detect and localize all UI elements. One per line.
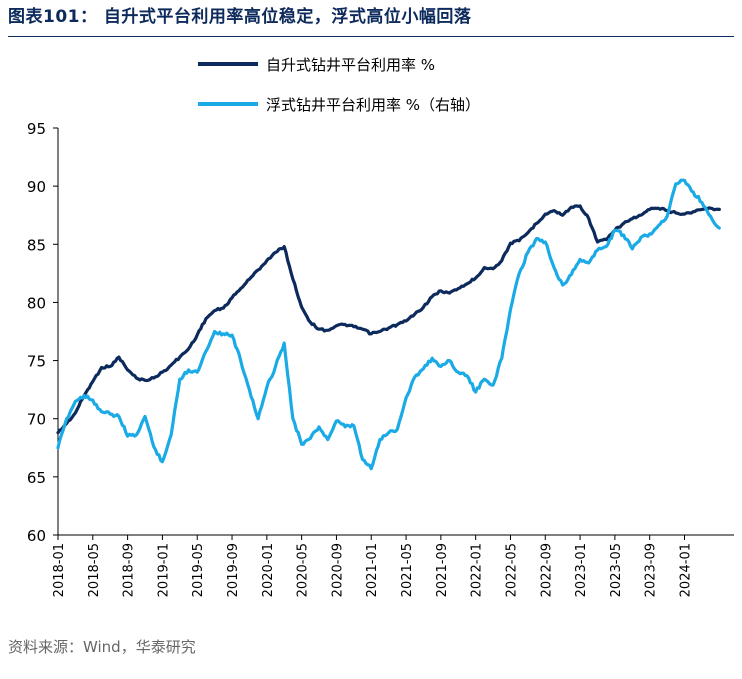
x-tick-label: 2023-01	[574, 543, 589, 597]
title-divider	[8, 36, 734, 37]
line-chart: 60 65 70 75 80 85 90 95 2018-01 2018-05 2018-09 201…	[27, 56, 734, 597]
x-tick-label: 2021-09	[435, 543, 450, 597]
x-tick-label: 2019-09	[226, 543, 241, 597]
x-tick-label: 2020-05	[296, 543, 311, 597]
x-tick-label: 2021-05	[400, 543, 415, 597]
y-tick-label: 70	[27, 411, 46, 429]
series-line-2	[56, 178, 721, 471]
series-line-1	[56, 204, 721, 435]
figure-title: 图表101： 自升式平台利用率高位稳定，浮式高位小幅回落	[8, 7, 472, 27]
x-tick-label: 2018-09	[122, 543, 137, 597]
x-tick-label: 2019-05	[191, 543, 206, 597]
x-tick-label: 2019-01	[156, 543, 171, 597]
x-tick-label: 2022-09	[539, 543, 554, 597]
x-tick-label: 2020-01	[261, 543, 276, 597]
x-tick-label: 2022-05	[504, 543, 519, 597]
x-tick-label: 2021-01	[365, 543, 380, 597]
x-tick-label: 2020-09	[330, 543, 345, 597]
y-tick-label: 90	[27, 178, 46, 196]
axes: 60 65 70 75 80 85 90 95 2018-01 2018-05 2018-09 201…	[27, 120, 734, 597]
legend-label-2: 浮式钻井平台利用率 %（右轴）	[266, 96, 480, 114]
y-tick-label: 75	[27, 353, 46, 371]
x-tick-label: 2018-01	[52, 543, 67, 597]
x-tick-label: 2023-09	[644, 543, 659, 597]
y-tick-label: 80	[27, 294, 46, 312]
series-lines	[56, 178, 721, 471]
source-note: 资料来源：Wind，华泰研究	[8, 638, 196, 656]
legend: 自升式钻井平台利用率 % 浮式钻井平台利用率 %（右轴）	[198, 56, 480, 114]
y-tick-label: 85	[27, 236, 46, 254]
y-tick-label: 65	[27, 469, 46, 487]
x-tick-label: 2022-01	[470, 543, 485, 597]
x-tick-label: 2018-05	[87, 543, 102, 597]
y-tick-label: 60	[27, 527, 46, 545]
y-tick-label: 95	[27, 120, 46, 138]
x-tick-label: 2023-05	[609, 543, 624, 597]
x-tick-label: 2024-01	[678, 543, 693, 597]
legend-label-1: 自升式钻井平台利用率 %	[266, 56, 435, 74]
